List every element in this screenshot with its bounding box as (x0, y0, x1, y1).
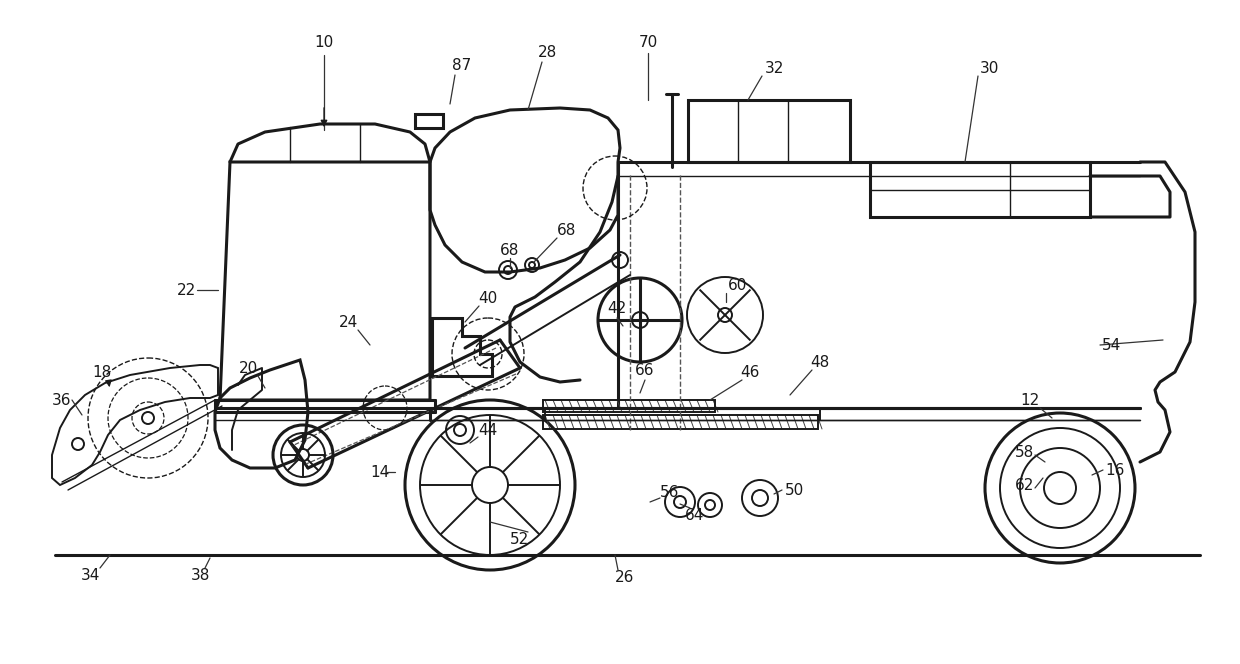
Text: 52: 52 (511, 533, 529, 548)
Text: 38: 38 (190, 568, 210, 582)
Bar (870, 162, 1090, 217)
Text: 16: 16 (1105, 463, 1125, 477)
Text: 22: 22 (176, 282, 196, 297)
Text: 42: 42 (608, 301, 626, 315)
Text: 30: 30 (981, 60, 999, 76)
Text: 18: 18 (92, 365, 112, 380)
Text: 32: 32 (765, 60, 785, 76)
Text: 34: 34 (81, 568, 99, 582)
Text: 20: 20 (238, 361, 258, 376)
Text: 28: 28 (538, 44, 558, 60)
Text: 10: 10 (315, 35, 334, 50)
Text: 12: 12 (1021, 392, 1039, 408)
Text: 62: 62 (1016, 477, 1034, 493)
Text: 14: 14 (371, 465, 389, 479)
Bar (543, 415, 818, 429)
Bar (415, 114, 443, 128)
Text: 56: 56 (661, 485, 680, 499)
Text: 40: 40 (479, 291, 497, 305)
Text: 58: 58 (1016, 444, 1034, 459)
Text: 68: 68 (557, 222, 577, 238)
Text: 48: 48 (811, 355, 830, 369)
Text: 24: 24 (339, 315, 357, 329)
Text: 64: 64 (686, 507, 704, 523)
Bar (543, 400, 715, 412)
Text: 50: 50 (785, 483, 805, 497)
Text: 70: 70 (639, 35, 657, 50)
Bar (1011, 162, 1090, 217)
Text: 44: 44 (479, 422, 497, 438)
Text: 46: 46 (740, 365, 760, 380)
Bar (688, 100, 849, 162)
Text: 54: 54 (1102, 337, 1122, 353)
Text: 87: 87 (453, 58, 471, 72)
Text: 36: 36 (52, 392, 72, 408)
Text: 60: 60 (728, 278, 748, 293)
Text: 68: 68 (500, 242, 520, 258)
Text: 66: 66 (635, 363, 655, 378)
Text: 26: 26 (615, 570, 635, 586)
